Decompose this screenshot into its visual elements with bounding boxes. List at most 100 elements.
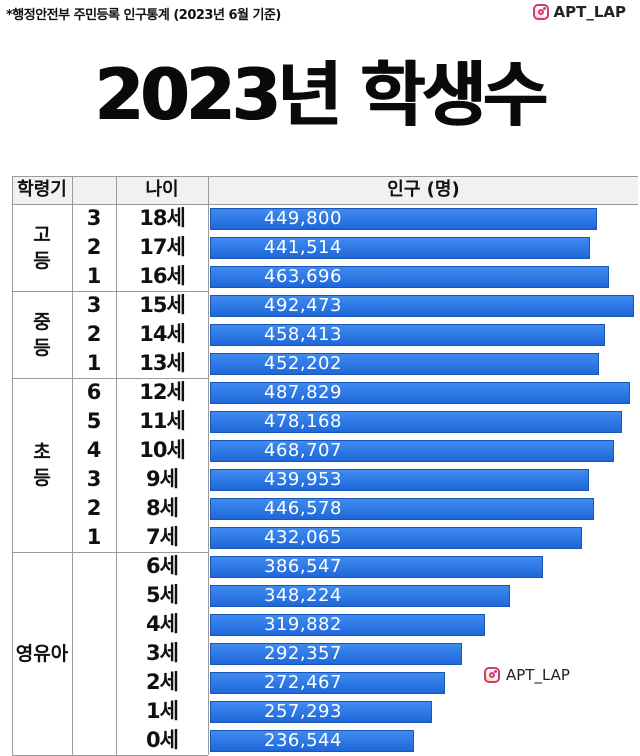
header-divider [12, 204, 638, 205]
age-label: 7세 [146, 525, 179, 549]
age-label: 0세 [146, 728, 179, 752]
table-row: 3 18세 449,800 [12, 204, 638, 233]
bar [210, 614, 485, 636]
value-label: 441,514 [264, 237, 342, 258]
bar [210, 585, 510, 607]
value-label: 478,168 [264, 411, 342, 432]
value-label: 452,202 [264, 353, 342, 374]
age-label: 1세 [146, 699, 179, 723]
column-divider [116, 176, 117, 755]
header-divider [12, 176, 638, 177]
brand-top: APT_LAP [532, 3, 627, 21]
age-label: 12세 [139, 380, 186, 404]
table-row: 1세 257,293 [12, 697, 638, 726]
age-label: 11세 [139, 409, 186, 433]
age-label: 13세 [139, 351, 186, 375]
age-label: 4세 [146, 612, 179, 636]
table-row: 1 13세 452,202 [12, 349, 638, 378]
value-label: 236,544 [264, 730, 342, 751]
group-divider [12, 378, 208, 379]
value-label: 348,224 [264, 585, 342, 606]
table-row: 4세 319,882 [12, 610, 638, 639]
bar [210, 266, 609, 288]
grade-label: 4 [86, 438, 102, 462]
table-row: 6세 386,547 [12, 552, 638, 581]
age-label: 16세 [139, 264, 186, 288]
table-row: 4 10세 468,707 [12, 436, 638, 465]
group-divider [12, 291, 208, 292]
value-label: 487,829 [264, 382, 342, 403]
grade-label [72, 610, 116, 639]
age-label: 2세 [146, 670, 179, 694]
value-label: 292,357 [264, 643, 342, 664]
instagram-icon [484, 667, 500, 683]
bar [210, 701, 432, 723]
age-label: 5세 [146, 583, 179, 607]
age-label: 8세 [146, 496, 179, 520]
age-label: 6세 [146, 554, 179, 578]
value-label: 492,473 [264, 295, 342, 316]
table-row: 2 8세 446,578 [12, 494, 638, 523]
table-row: 3세 292,357 [12, 639, 638, 668]
bar [210, 643, 462, 665]
group-divider [12, 552, 208, 553]
value-label: 386,547 [264, 556, 342, 577]
grade-label [72, 552, 116, 581]
bar [210, 353, 599, 375]
value-label: 439,953 [264, 469, 342, 490]
stage-label: 고 등 [33, 223, 51, 272]
value-label: 463,696 [264, 266, 342, 287]
column-divider [12, 176, 13, 755]
grade-label: 2 [86, 496, 102, 520]
grade-label: 1 [86, 525, 102, 549]
table-row: 3 15세 492,473 [12, 291, 638, 320]
header-stage: 학령기 [12, 176, 72, 204]
table-row: 1 7세 432,065 [12, 523, 638, 552]
page-title: 2023년 학생수 [95, 54, 548, 136]
grade-label: 1 [86, 351, 102, 375]
brand-watermark-label: APT_LAP [506, 666, 570, 684]
value-label: 319,882 [264, 614, 342, 635]
grade-label [72, 581, 116, 610]
age-label: 9세 [146, 467, 179, 491]
bar [210, 556, 543, 578]
brand-watermark: APT_LAP [484, 666, 570, 684]
header-grade [72, 176, 116, 204]
table-row: 5 11세 478,168 [12, 407, 638, 436]
grade-label [72, 726, 116, 755]
source-note: *행정안전부 주민등록 인구통계 (2023년 6월 기준) [6, 8, 281, 23]
grade-label: 6 [86, 380, 102, 404]
bar [210, 237, 590, 259]
value-label: 458,413 [264, 324, 342, 345]
brand-label: APT_LAP [553, 3, 627, 21]
table-row: 0세 236,544 [12, 726, 638, 755]
column-divider [72, 176, 73, 755]
bar [210, 411, 622, 433]
grade-label [72, 668, 116, 697]
bar [210, 498, 594, 520]
bar [210, 672, 445, 694]
stage-label: 중 등 [33, 310, 51, 359]
table-row: 6 12세 487,829 [12, 378, 638, 407]
age-label: 3세 [146, 641, 179, 665]
table-row: 3 9세 439,953 [12, 465, 638, 494]
value-label: 272,467 [264, 672, 342, 693]
bar [210, 295, 634, 317]
value-label: 257,293 [264, 701, 342, 722]
grade-label: 3 [86, 467, 102, 491]
grade-label: 3 [86, 206, 102, 230]
value-label: 446,578 [264, 498, 342, 519]
table-row: 5세 348,224 [12, 581, 638, 610]
grade-label: 3 [86, 293, 102, 317]
stage-label: 영유아 [15, 642, 69, 665]
bar [210, 382, 630, 404]
value-label: 449,800 [264, 208, 342, 229]
value-label: 432,065 [264, 527, 342, 548]
table-row: 2 14세 458,413 [12, 320, 638, 349]
age-label: 10세 [139, 438, 186, 462]
age-label: 17세 [139, 235, 186, 259]
grade-label [72, 639, 116, 668]
table-row: 2 17세 441,514 [12, 233, 638, 262]
header-population: 인구 (명) [209, 176, 638, 204]
age-label: 18세 [139, 206, 186, 230]
